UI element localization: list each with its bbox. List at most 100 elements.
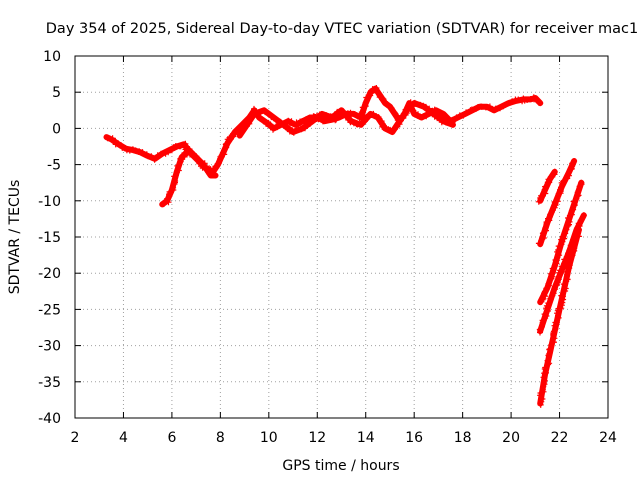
data-point — [378, 118, 385, 125]
data-point — [303, 116, 310, 123]
data-point — [554, 195, 561, 202]
y-tick-label: -10 — [38, 194, 61, 210]
data-point — [165, 199, 172, 206]
data-point — [388, 105, 395, 112]
data-point — [550, 290, 557, 297]
data-point — [126, 147, 133, 154]
data-point — [546, 346, 553, 352]
data-point — [537, 390, 544, 396]
data-point — [537, 100, 544, 107]
data-point — [559, 299, 566, 306]
data-point — [154, 152, 161, 159]
data-point — [286, 128, 293, 135]
data-point — [568, 251, 575, 258]
data-point — [223, 140, 230, 147]
data-point — [362, 115, 368, 122]
series-4 — [535, 168, 558, 205]
data-point — [217, 153, 224, 160]
data-point — [326, 114, 333, 121]
series-3 — [236, 99, 456, 139]
data-point — [408, 103, 415, 110]
data-point — [369, 86, 376, 92]
data-point — [160, 201, 167, 207]
data-point — [565, 222, 572, 229]
data-point — [129, 146, 136, 153]
data-point — [172, 178, 179, 184]
data-point — [261, 108, 268, 115]
y-tick-label: -20 — [38, 266, 61, 282]
x-tick-label: 22 — [551, 430, 569, 446]
data-point — [571, 243, 578, 250]
y-tick-label: 0 — [52, 121, 61, 137]
data-point — [260, 117, 267, 124]
data-point — [201, 163, 208, 170]
data-point — [252, 108, 259, 115]
data-point — [206, 171, 213, 178]
data-point — [136, 148, 143, 155]
x-tick-label: 12 — [308, 430, 326, 446]
data-point — [403, 110, 410, 117]
data-point — [539, 396, 546, 402]
data-point — [298, 126, 305, 133]
data-point — [570, 206, 577, 213]
data-point — [546, 179, 553, 186]
chart-title: Day 354 of 2025, Sidereal Day-to-day VTE… — [46, 21, 638, 37]
data-point — [542, 190, 549, 197]
data-point — [572, 234, 579, 241]
data-point — [411, 99, 418, 106]
data-point — [558, 305, 565, 312]
data-point — [363, 113, 370, 120]
data-point — [564, 268, 571, 275]
data-point — [168, 147, 175, 154]
data-point — [543, 369, 549, 376]
data-point — [264, 110, 271, 117]
data-point — [545, 176, 552, 183]
data-point — [191, 151, 198, 158]
data-point — [380, 96, 387, 103]
y-tick-label: -5 — [47, 158, 61, 174]
data-point — [542, 364, 549, 371]
data-point — [538, 323, 545, 330]
data-point — [568, 207, 575, 214]
axis-ticks: 2 4 6 8 10 12 14 16 18 20 22 241050-5-10-15-20-25-3… — [38, 49, 617, 446]
data-point — [551, 199, 558, 205]
data-point — [543, 182, 550, 189]
data-point — [547, 270, 554, 277]
data-point — [367, 90, 374, 97]
x-tick-label: 6 — [167, 430, 176, 446]
data-point — [390, 108, 397, 115]
data-point — [546, 214, 553, 221]
data-point — [558, 292, 565, 299]
data-point — [560, 178, 567, 185]
data-point — [575, 187, 582, 194]
data-point — [538, 398, 545, 405]
data-point — [391, 109, 398, 116]
data-point — [566, 218, 573, 225]
data-point — [242, 121, 249, 128]
x-axis-label: GPS time / hours — [282, 458, 399, 474]
data-point — [539, 296, 546, 303]
data-point — [453, 114, 460, 121]
data-point — [553, 257, 560, 264]
data-point — [468, 106, 475, 113]
data-point — [437, 114, 444, 120]
data-point — [558, 184, 564, 191]
data-point — [570, 198, 577, 205]
data-point — [139, 149, 146, 156]
x-tick-label: 14 — [357, 430, 375, 446]
data-point — [423, 113, 430, 120]
data-point — [273, 117, 280, 124]
y-tick-label: -15 — [38, 230, 61, 246]
y-tick-label: 5 — [52, 85, 61, 101]
data-point — [463, 109, 470, 116]
data-point — [347, 119, 354, 126]
y-tick-label: -30 — [38, 339, 61, 355]
series-8 — [537, 226, 582, 408]
data-point — [112, 141, 119, 148]
data-point — [541, 311, 548, 318]
y-tick-label: 10 — [43, 49, 61, 65]
data-point — [515, 96, 522, 103]
data-point — [327, 113, 334, 120]
data-point — [571, 158, 578, 164]
data-point — [374, 89, 381, 96]
